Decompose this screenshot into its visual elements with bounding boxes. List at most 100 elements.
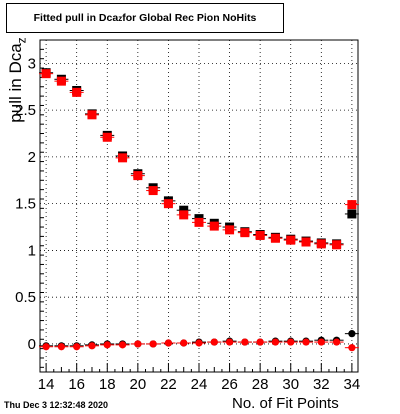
x-tick-label: 28 <box>252 376 269 393</box>
circle-marker <box>317 338 325 346</box>
circle-marker <box>195 339 203 347</box>
x-axis-label: No. of Fit Points <box>232 395 339 412</box>
plot-frame <box>39 39 359 373</box>
data-point <box>222 338 237 346</box>
square-marker <box>56 76 66 86</box>
circle-marker <box>210 338 218 346</box>
data-point <box>161 339 176 347</box>
data-point <box>329 338 344 346</box>
square-marker <box>87 110 97 120</box>
square-marker <box>148 186 158 196</box>
data-point <box>176 210 191 220</box>
circle-marker <box>287 338 295 346</box>
data-point <box>314 239 329 249</box>
square-marker <box>255 230 265 240</box>
square-marker <box>347 200 357 210</box>
x-tick-label: 26 <box>221 376 238 393</box>
x-tick-label: 16 <box>68 376 85 393</box>
data-point <box>115 341 130 349</box>
square-marker <box>301 237 311 247</box>
circle-marker <box>332 338 341 346</box>
data-point <box>253 338 268 346</box>
y-tick-label: 2 <box>28 149 36 166</box>
data-point <box>283 235 298 245</box>
data-point <box>329 240 344 250</box>
square-marker <box>240 228 250 238</box>
circle-marker <box>271 338 280 346</box>
circle-marker <box>42 343 50 351</box>
data-point <box>344 330 359 338</box>
timestamp: Thu Dec 3 12:32:48 2020 <box>4 400 109 410</box>
square-marker <box>118 153 128 163</box>
data-point <box>207 221 222 231</box>
x-tick-label: 18 <box>99 376 116 393</box>
data-point <box>253 230 268 240</box>
data-point <box>54 343 69 351</box>
axis-ticks: 14 16 18 20 22 24 26 28 30 32 34 0 0.5 1 1.5 2 2.5 3 <box>15 48 361 393</box>
data-point <box>176 205 191 215</box>
circle-marker <box>348 330 356 338</box>
data-point <box>130 171 145 181</box>
data-point <box>299 338 314 346</box>
data-point <box>299 237 314 247</box>
y-tick-label: 0 <box>28 336 36 353</box>
data-point <box>146 340 161 348</box>
circle-marker <box>225 338 234 346</box>
data-point <box>54 76 69 86</box>
data-point <box>192 217 206 227</box>
chart-title: Fitted pull in Dca z for Global Rec Pion … <box>6 3 284 33</box>
data-point <box>237 338 252 346</box>
data-point <box>84 342 99 350</box>
data-point <box>207 338 222 346</box>
y-tick-label: 3 <box>28 55 36 72</box>
chart-title-suffix: for Global Rec Pion NoHits <box>122 12 257 24</box>
circle-marker <box>241 338 249 346</box>
square-marker <box>286 235 296 245</box>
data-point <box>344 344 359 352</box>
data-point <box>344 200 359 210</box>
x-tick-label: 14 <box>38 376 55 393</box>
square-marker <box>133 171 143 181</box>
circle-marker <box>164 339 173 347</box>
circle-marker <box>57 343 66 351</box>
square-marker <box>270 233 280 243</box>
data-point <box>39 343 54 351</box>
y-axis-label-subscript: z <box>14 37 29 44</box>
circle-marker <box>88 342 96 350</box>
data-points <box>39 68 359 352</box>
data-point <box>176 339 191 347</box>
square-marker <box>194 217 204 227</box>
data-point <box>146 186 161 196</box>
square-marker <box>41 69 51 79</box>
x-tick-label: 30 <box>282 376 299 393</box>
square-marker <box>72 87 82 97</box>
data-point <box>161 199 176 209</box>
circle-marker <box>180 339 188 347</box>
chart-title-subscript: z <box>118 13 123 23</box>
data-point <box>69 87 84 97</box>
x-tick-label: 20 <box>130 376 147 393</box>
y-tick-label: 0.5 <box>15 289 36 306</box>
x-tick-label: 24 <box>191 376 208 393</box>
circle-marker <box>348 344 356 352</box>
x-tick-label: 22 <box>160 376 177 393</box>
data-point <box>222 225 237 235</box>
data-point <box>115 153 130 163</box>
square-marker <box>225 225 235 235</box>
chart-title-prefix: Fitted pull in Dca <box>33 12 119 24</box>
x-tick-label: 34 <box>344 376 361 393</box>
circle-marker <box>134 340 142 348</box>
x-tick-label: 32 <box>313 376 330 393</box>
square-marker <box>332 240 342 250</box>
data-point <box>314 338 329 346</box>
data-point <box>268 338 283 346</box>
data-point <box>130 340 145 348</box>
square-marker <box>179 205 189 215</box>
circle-marker <box>118 341 127 349</box>
circle-marker <box>149 340 157 348</box>
square-marker <box>209 221 219 231</box>
square-marker <box>179 210 189 220</box>
data-point <box>100 341 115 349</box>
data-point <box>283 338 298 346</box>
